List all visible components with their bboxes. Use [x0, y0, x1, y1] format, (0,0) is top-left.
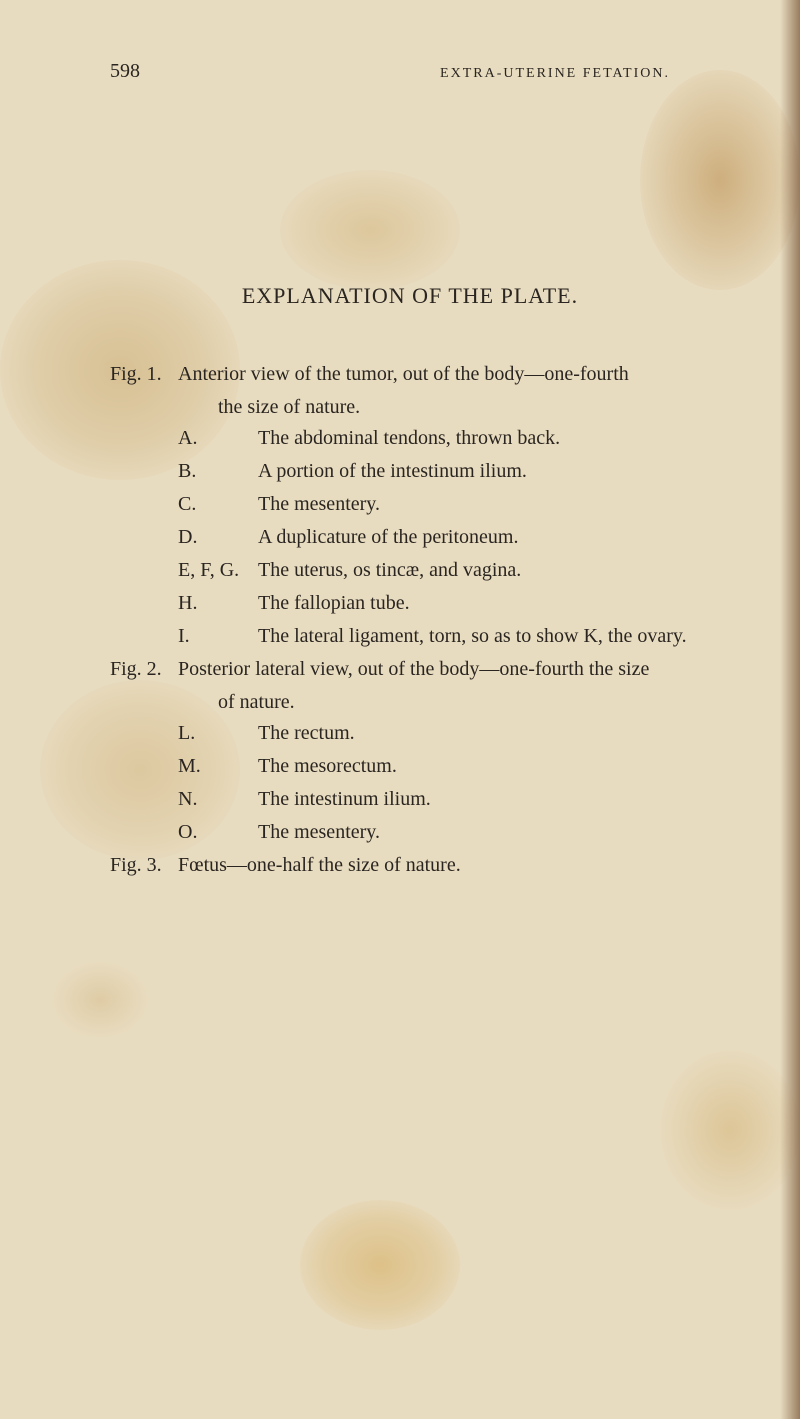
sub-text: The mesentery.: [258, 817, 710, 848]
sub-label: N.: [178, 784, 258, 815]
sub-label: C.: [178, 489, 258, 520]
sub-text: The mesorectum.: [258, 751, 710, 782]
sub-text: The uterus, os tincæ, and vagina.: [258, 555, 710, 586]
sub-text: The lateral ligament, torn, so as to sho…: [258, 621, 710, 652]
page-header: 598 EXTRA-UTERINE FETATION.: [110, 60, 710, 83]
sub-entry: B. A portion of the intestinum ilium.: [178, 456, 710, 487]
sub-text: A duplicature of the peritoneum.: [258, 522, 710, 553]
sub-entry: L. The rectum.: [178, 718, 710, 749]
sub-text: The rectum.: [258, 718, 710, 749]
sub-entry: N. The intestinum ilium.: [178, 784, 710, 815]
content-body: Fig. 1. Anterior view of the tumor, out …: [110, 359, 710, 881]
sub-text: The fallopian tube.: [258, 588, 710, 619]
sub-label: B.: [178, 456, 258, 487]
sub-entry: D. A duplicature of the peritoneum.: [178, 522, 710, 553]
sub-entry: H. The fallopian tube.: [178, 588, 710, 619]
sub-label: O.: [178, 817, 258, 848]
sub-label: M.: [178, 751, 258, 782]
figure-entry: Fig. 3. Fœtus—one-half the size of natur…: [110, 850, 710, 881]
figure-entry: Fig. 1. Anterior view of the tumor, out …: [110, 359, 710, 390]
sub-entry: C. The mesentery.: [178, 489, 710, 520]
sub-label: H.: [178, 588, 258, 619]
figure-description: Anterior view of the tumor, out of the b…: [178, 359, 710, 390]
sub-label: A.: [178, 423, 258, 454]
running-title: EXTRA-UTERINE FETATION.: [440, 66, 670, 82]
sub-text: The intestinum ilium.: [258, 784, 710, 815]
figure-label: Fig. 2.: [110, 654, 178, 685]
sub-label: I.: [178, 621, 258, 652]
sub-entry: M. The mesorectum.: [178, 751, 710, 782]
figure-continuation: of nature.: [218, 687, 710, 718]
sub-entry: I. The lateral ligament, torn, so as to …: [178, 621, 710, 652]
figure-entry: Fig. 2. Posterior lateral view, out of t…: [110, 654, 710, 685]
sub-label: D.: [178, 522, 258, 553]
sub-entry: O. The mesentery.: [178, 817, 710, 848]
page-number: 598: [110, 60, 140, 83]
sub-entry: A. The abdominal tendons, thrown back.: [178, 423, 710, 454]
figure-label: Fig. 1.: [110, 359, 178, 390]
figure-label: Fig. 3.: [110, 850, 178, 881]
sub-entry: E, F, G. The uterus, os tincæ, and vagin…: [178, 555, 710, 586]
sub-text: A portion of the intestinum ilium.: [258, 456, 710, 487]
figure-continuation: the size of nature.: [218, 392, 710, 423]
plate-title: EXPLANATION OF THE PLATE.: [110, 283, 710, 309]
sub-label: E, F, G.: [178, 555, 258, 586]
sub-label: L.: [178, 718, 258, 749]
sub-text: The mesentery.: [258, 489, 710, 520]
sub-text: The abdominal tendons, thrown back.: [258, 423, 710, 454]
figure-description: Fœtus—one-half the size of nature.: [178, 850, 710, 881]
page-container: 598 EXTRA-UTERINE FETATION. EXPLANATION …: [0, 0, 800, 1419]
figure-description: Posterior lateral view, out of the body—…: [178, 654, 710, 685]
